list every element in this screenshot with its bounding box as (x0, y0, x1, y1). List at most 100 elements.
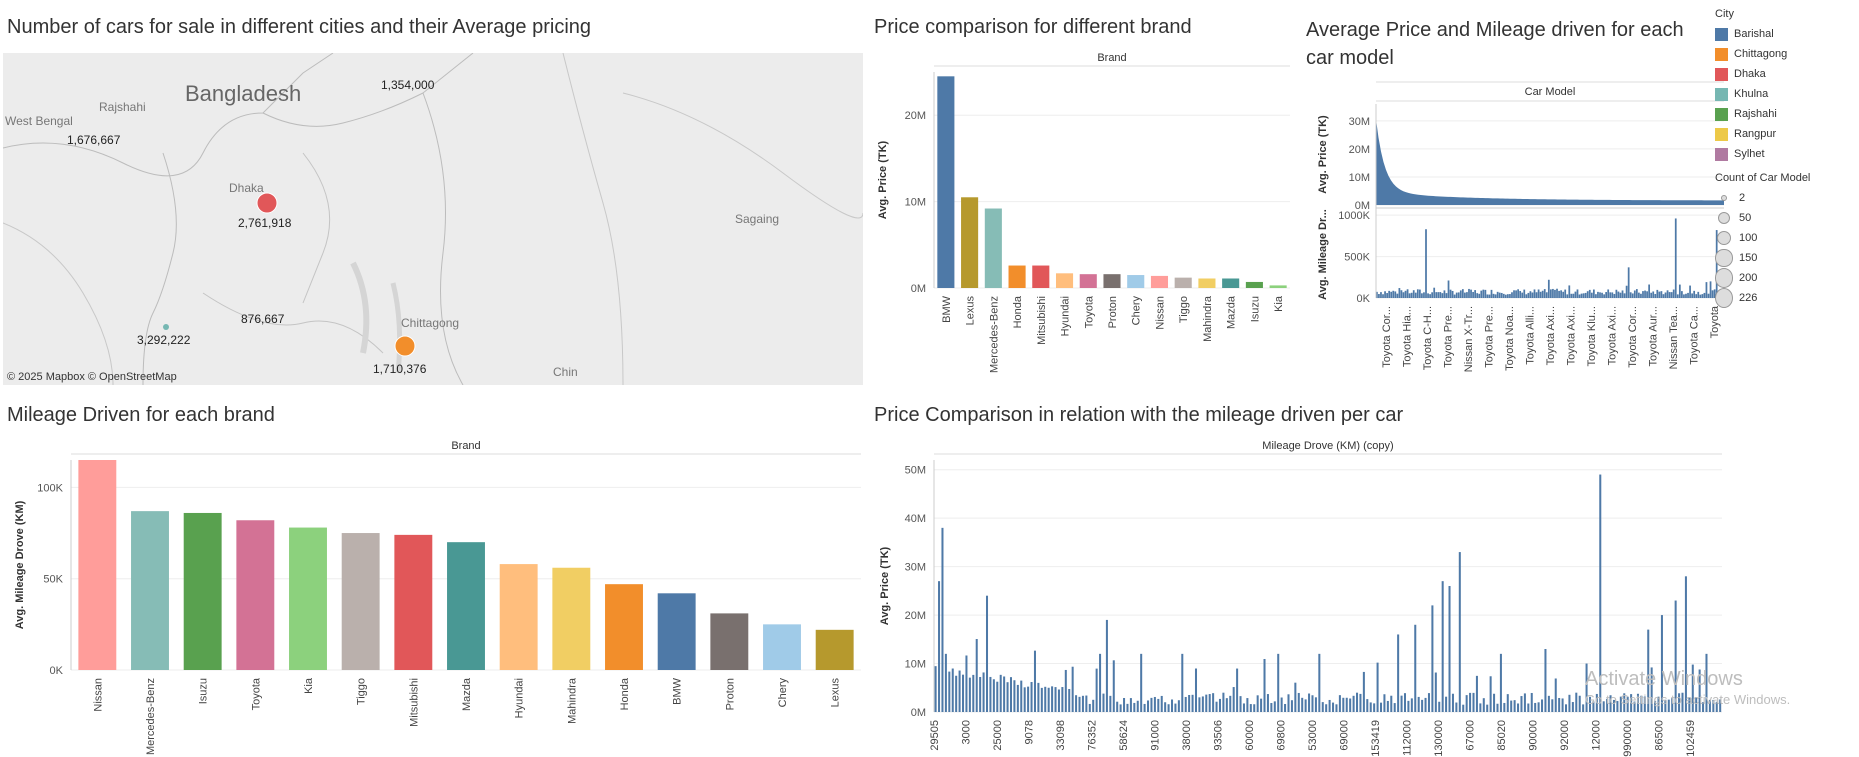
bar (1270, 703, 1273, 712)
chart-header: Brand (1097, 52, 1126, 64)
x-tick-label: Proton (724, 678, 736, 710)
bar (1423, 292, 1425, 298)
bar (1494, 294, 1497, 298)
bar (1051, 686, 1054, 712)
legend-item[interactable]: Sylhet (1715, 144, 1855, 164)
legend-item[interactable]: Chittagong (1715, 44, 1855, 64)
bar (1595, 294, 1597, 298)
map-bubble-rangpur[interactable] (163, 324, 169, 330)
bar (1562, 291, 1565, 298)
map-bubble-chittagong[interactable] (394, 335, 416, 357)
bar (934, 666, 937, 712)
x-tick-label: 12000 (1591, 720, 1603, 751)
y-tick-label: 10M (1349, 172, 1370, 184)
legend-label: Dhaka (1734, 68, 1766, 80)
mileage-price-chart: Mileage Drove (KM) (copy) 0M 10M 20M 30M 40M 5… (879, 440, 1722, 757)
x-tick-label: 76352 (1086, 720, 1098, 751)
bar (1140, 653, 1143, 712)
bar (1576, 289, 1579, 298)
bar (1617, 291, 1620, 298)
legend-size-item: 200 (1715, 268, 1855, 288)
bar (1167, 704, 1170, 712)
x-tick-label: Toyota Axi... (1606, 306, 1618, 365)
bar (1527, 703, 1530, 712)
map-value-label: 1,676,667 (67, 133, 121, 147)
y-axis-label: Avg. Mileage Drove (KM) (14, 500, 26, 629)
y-tick-label: 100K (37, 482, 63, 494)
legend-label: Rajshahi (1734, 108, 1777, 120)
bar (1407, 700, 1410, 712)
bar (1328, 699, 1331, 712)
bar (1212, 693, 1215, 712)
bar (1612, 699, 1615, 712)
bar (1116, 701, 1119, 712)
bar (1650, 667, 1653, 712)
bar (289, 527, 327, 670)
legend-city-title: City (1715, 8, 1734, 20)
bar (1630, 694, 1633, 712)
bar (1194, 668, 1198, 712)
legend-item[interactable]: Rajshahi (1715, 104, 1855, 124)
x-tick-label: 3000 (960, 720, 972, 744)
bar (1660, 291, 1663, 298)
bar (1575, 692, 1578, 712)
legend-swatch (1715, 47, 1728, 61)
bar (962, 674, 965, 712)
bar (1482, 698, 1485, 712)
legend-label: Rangpur (1734, 128, 1777, 140)
bar (1570, 293, 1573, 298)
bar (1373, 703, 1376, 712)
city-map[interactable]: Bangladesh Rajshahi West Bengal Dhaka Ch… (2, 52, 864, 386)
bar (1445, 696, 1448, 712)
bar (1597, 291, 1599, 298)
bar (1249, 704, 1252, 712)
x-tick-label: Lexus (830, 678, 842, 708)
bar (1520, 696, 1523, 712)
bar (1568, 285, 1571, 298)
bar (1150, 275, 1169, 288)
bar (1705, 282, 1708, 298)
bar (1619, 696, 1622, 712)
bar (1625, 285, 1628, 298)
x-tick-label: 86500 (1654, 720, 1666, 751)
bar (1171, 699, 1174, 712)
bar (1006, 682, 1009, 712)
bar (1503, 702, 1506, 712)
bar (1582, 293, 1585, 298)
mileage-price-title: Price Comparison in relation with the mi… (874, 404, 1404, 426)
bar (1218, 698, 1221, 712)
legend-item[interactable]: Barishal (1715, 24, 1855, 44)
bar (447, 542, 485, 670)
legend-label: Barishal (1734, 28, 1774, 40)
legend-item[interactable]: Rangpur (1715, 124, 1855, 144)
bar (1644, 290, 1646, 298)
price-area (1376, 119, 1724, 205)
bar (1160, 695, 1163, 712)
bar (1470, 289, 1472, 298)
bar (1349, 698, 1352, 712)
bar (1656, 289, 1659, 298)
bar (1431, 605, 1434, 712)
bar (1642, 291, 1644, 298)
bar (1081, 695, 1084, 712)
brand-price-chart: Brand 0M 10M 20M Avg. Price (TK) BMW Lexus Merc… (877, 52, 1290, 373)
x-tick-label: Toyota (250, 677, 262, 710)
bar (1359, 693, 1362, 712)
map-attribution[interactable]: © 2025 Mapbox © OpenStreetMap (7, 371, 177, 383)
map-bubble-dhaka[interactable] (256, 192, 278, 214)
y-tick-label: 30M (905, 562, 926, 574)
bar (1662, 294, 1665, 298)
map-title: Number of cars for sale in different cit… (7, 16, 592, 38)
bar (1611, 292, 1614, 298)
bar (1215, 701, 1218, 712)
legend-item[interactable]: Khulna (1715, 84, 1855, 104)
bar (1629, 292, 1632, 298)
bar (1126, 703, 1129, 712)
legend-item[interactable]: Dhaka (1715, 64, 1855, 84)
x-tick-label: Honda (619, 677, 631, 710)
bar (1712, 699, 1715, 712)
bar (1205, 694, 1208, 712)
bar (1263, 658, 1266, 712)
legend-swatch (1715, 107, 1728, 121)
bar (1633, 290, 1636, 298)
